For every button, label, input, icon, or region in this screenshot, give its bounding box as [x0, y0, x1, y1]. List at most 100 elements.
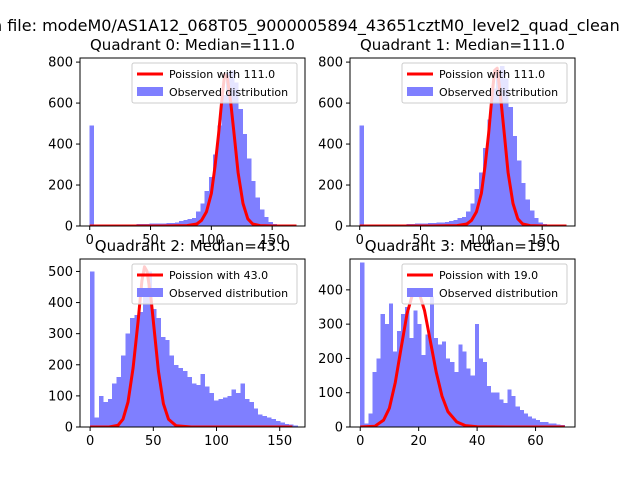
quadrant-3-histogram-bar [401, 313, 406, 427]
quadrant-2-histogram-bar [271, 419, 276, 427]
quadrant-2-histogram-bar [284, 423, 290, 427]
quadrant-3-histogram-bar [360, 262, 365, 427]
quadrant-3-legend-box [401, 263, 568, 305]
quadrant-1-histogram-bar [432, 222, 437, 226]
quadrant-2-legend: Poission with 43.0 Observed distribution [131, 263, 298, 305]
quadrant-3-histogram-bar [466, 368, 471, 427]
quadrant-3-histogram-bar [458, 344, 463, 427]
quadrant-2-ytick-label: 200 [48, 358, 73, 373]
quadrant-1-ytick-label: 0 [335, 220, 343, 235]
quadrant-0-xtick-label: 0 [86, 233, 94, 248]
quadrant-3-legend: Poission with 19.0 Observed distribution [401, 263, 568, 305]
quadrant-3-ytick-label: 400 [318, 283, 343, 298]
quadrant-3-histogram-bar [429, 296, 434, 427]
quadrant-3-title: Quadrant 3: Median=19.0 [365, 237, 560, 255]
quadrant-3-legend-bar-swatch [407, 288, 433, 297]
quadrant-3-histogram-bar [425, 334, 430, 427]
quadrant-1-histogram-bar [449, 220, 454, 226]
quadrant-3-legend-label-poisson: Poission with 19.0 [439, 269, 538, 282]
quadrant-1-frame [349, 57, 576, 227]
quadrant-2-histogram-bar [125, 333, 130, 427]
quadrant-3-histogram-bar [487, 385, 492, 427]
quadrant-1-xtick-label: 0 [356, 233, 364, 248]
suptitle-text: n file: modeM0/AS1A12_068T05_9000005894_… [0, 16, 620, 35]
quadrant-1-xtick-label: 100 [469, 233, 494, 248]
quadrant-2-xtick-label: 150 [267, 434, 292, 449]
quadrant-2-histogram-bar [191, 383, 197, 427]
quadrant-1-histogram-bar [525, 199, 530, 226]
quadrant-2-histogram-bar [165, 339, 170, 427]
quadrant-3-histogram-bar [482, 361, 488, 427]
quadrant-3-histogram-bar [544, 421, 549, 427]
quadrant-0-legend-label-observed: Observed distribution [169, 86, 288, 99]
quadrant-1-histogram-bar [508, 107, 513, 226]
quadrant-0-histogram-bar [174, 222, 180, 226]
quadrant-0-ytick-label: 800 [48, 56, 73, 71]
quadrant-0-legend-label-poisson: Poission with 111.0 [169, 68, 275, 81]
quadrant-3-histogram-bar [470, 375, 475, 427]
quadrant-2-histogram-bar [200, 374, 206, 427]
quadrant-3-histogram-bar [405, 307, 410, 427]
quadrant-2-histogram-bar [267, 417, 272, 427]
quadrant-3-histogram-bar [397, 331, 402, 427]
quadrant-1-histogram-bar [534, 217, 539, 226]
quadrant-1-histogram-bar [517, 160, 522, 226]
quadrant-3-histogram-bar [511, 396, 516, 427]
quadrant-1-histogram-bar [491, 88, 496, 226]
quadrant-0-plot-area [89, 70, 303, 226]
quadrant-3-histogram-bar [368, 413, 373, 427]
quadrant-2-histogram-bar [116, 377, 122, 427]
quadrant-3-ytick-label: 0 [335, 421, 343, 436]
quadrant-1-histogram-bar [500, 66, 505, 226]
quadrant-2-histogram-bar [231, 389, 237, 427]
quadrant-3-axes: 0 20 40 60 0 100 200 300 400 Poission with 19.0 Ob… [318, 258, 576, 449]
quadrant-3-histogram-bar [527, 416, 533, 427]
quadrant-3-histogram-bar [536, 420, 541, 427]
quadrant-2-histogram-bar [218, 399, 223, 427]
quadrant-2-legend-label-poisson: Poission with 43.0 [169, 269, 268, 282]
quadrant-2-histogram-bar [147, 271, 153, 427]
quadrant-2-ytick-label: 100 [48, 389, 73, 404]
quadrant-2-histogram-bar [174, 364, 179, 427]
quadrant-1-ytick-label: 400 [318, 138, 343, 153]
quadrant-0-histogram-bar [251, 180, 256, 226]
quadrant-0-histogram-bar [183, 219, 188, 226]
quadrant-2-histogram-bar [98, 395, 104, 427]
quadrant-1-histogram-bar [461, 216, 467, 226]
quadrant-3-histogram-bar [532, 418, 537, 427]
quadrant-3-histogram-bar [523, 413, 528, 427]
quadrant-0-histogram-bar [225, 72, 231, 226]
quadrant-3-histogram-bar [446, 358, 451, 427]
quadrant-2-histogram-bar [160, 336, 166, 427]
quadrant-0-legend-box [131, 62, 298, 104]
quadrant-0-ytick-label: 400 [48, 138, 73, 153]
quadrant-1-histogram-bar [483, 148, 488, 226]
quadrant-0-ytick-label: 200 [48, 179, 73, 194]
figure-suptitle: n file: modeM0/AS1A12_068T05_9000005894_… [0, 14, 640, 38]
quadrant-3-histogram-bar [380, 313, 385, 427]
quadrant-1-histogram-bar [487, 119, 492, 226]
quadrant-3-histogram-bar [433, 337, 438, 427]
quadrant-0-ytick-label: 600 [48, 97, 73, 112]
quadrant-1-histogram-bar [466, 211, 471, 226]
quadrant-0-histogram-bar [196, 211, 201, 226]
quadrant-3-histogram-bar [515, 406, 520, 427]
quadrant-1-plot-area [359, 66, 573, 226]
quadrant-2-legend-box [131, 263, 298, 305]
quadrant-0-histogram-bar [89, 125, 94, 226]
quadrant-0-ytick-label: 0 [65, 220, 73, 235]
quadrant-0-histogram-bar [213, 154, 218, 226]
quadrant-1-legend-label-poisson: Poission with 111.0 [439, 68, 545, 81]
quadrant-1-ytick-label: 600 [318, 97, 343, 112]
quadrant-2-histogram-bar [209, 392, 214, 427]
quadrant-3-histogram-bar [413, 310, 418, 427]
quadrant-2-histogram-bar [134, 315, 139, 427]
quadrant-0-legend-bar-swatch [137, 87, 163, 96]
quadrant-2-xtick-label: 0 [86, 434, 94, 449]
quadrant-3-histogram-bar [421, 355, 426, 427]
quadrant-1-histogram-bar [495, 70, 501, 226]
quadrant-3-histogram-bar [474, 324, 479, 427]
quadrant-0-histogram-bar [264, 216, 269, 226]
quadrant-2-histogram-bar [187, 377, 192, 427]
